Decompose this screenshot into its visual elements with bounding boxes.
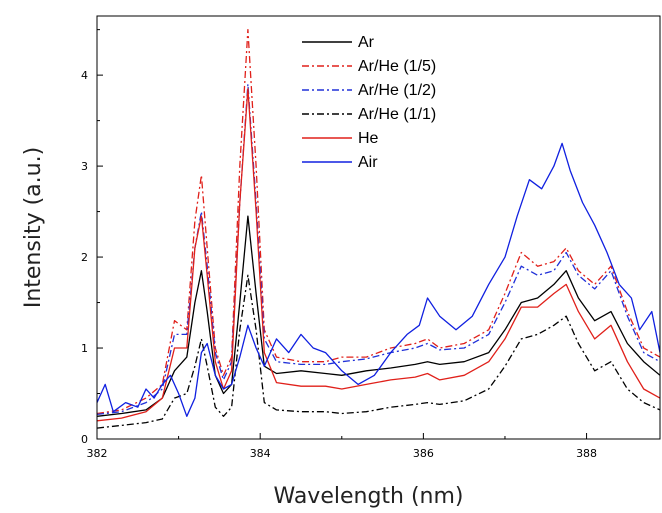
series-line-4	[97, 274, 660, 429]
y-tick-label: 4	[81, 69, 88, 82]
y-axis-label: Intensity (a.u.)	[21, 147, 46, 308]
series-line-1	[97, 215, 660, 417]
legend-label-2: Ar/He (1/5)	[358, 58, 436, 75]
series-line-6	[97, 142, 660, 417]
x-tick-label: 388	[576, 447, 597, 460]
x-tick-label: 382	[87, 447, 108, 460]
x-axis-label: Wavelength (nm)	[273, 484, 463, 509]
legend-label-5: He	[358, 130, 379, 147]
plot-frame	[96, 15, 661, 440]
y-tick-label: 0	[81, 433, 88, 446]
y-tick-label: 3	[81, 160, 88, 173]
legend-label-1: Ar	[358, 34, 375, 51]
legend-label-4: Ar/He (1/1)	[358, 106, 436, 123]
series-line-2	[97, 28, 660, 415]
ticks-layer: 382 384 386 388 0 1 2 3 4	[81, 29, 597, 460]
legend-label-6: Air	[358, 154, 378, 171]
x-tick-label: 384	[250, 447, 271, 460]
y-tick-label: 2	[81, 251, 88, 264]
legend: Ar Ar/He (1/5) Ar/He (1/2) Ar/He (1/1) He Air	[302, 34, 436, 171]
legend-label-3: Ar/He (1/2)	[358, 82, 436, 99]
series-line-3	[97, 83, 660, 416]
y-tick-label: 1	[81, 342, 88, 355]
x-tick-label: 386	[413, 447, 434, 460]
series-line-5	[97, 88, 660, 422]
series-layer	[97, 28, 660, 429]
